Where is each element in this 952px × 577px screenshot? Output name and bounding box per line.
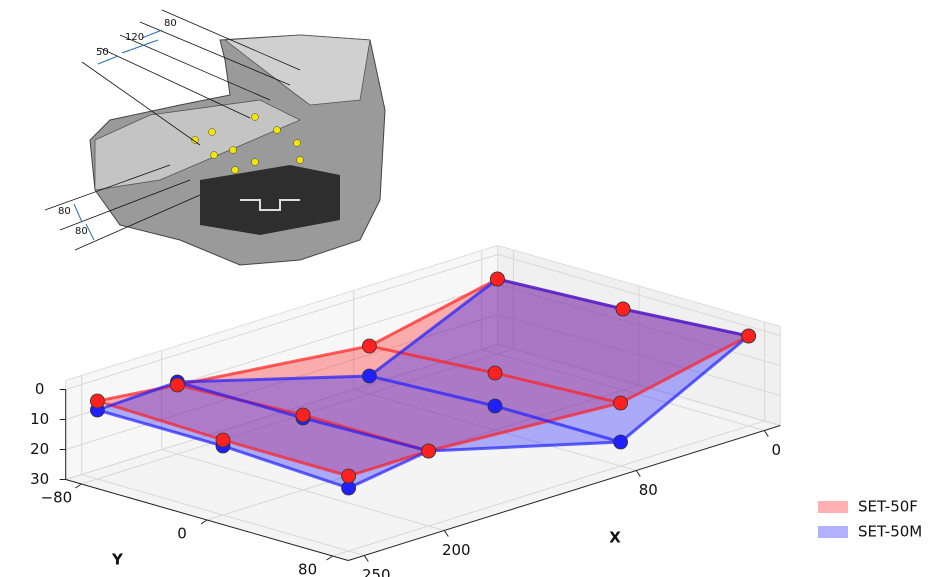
x-tick [636, 471, 640, 477]
y-tick [75, 484, 81, 488]
legend-swatch [818, 501, 848, 513]
z-tick-label: 20 [30, 440, 49, 458]
data-point [296, 408, 310, 422]
x-tick [364, 556, 368, 562]
y-tick [327, 556, 333, 560]
x-tick [764, 431, 768, 437]
data-point [170, 378, 184, 392]
data-point [490, 272, 504, 286]
chart: 0 80 200 250 −80 0 80 0 10 20 30 X Y SET-50F SET-50M [30, 246, 922, 577]
data-point [342, 469, 356, 483]
legend-swatch [818, 526, 848, 538]
data-point [616, 302, 630, 316]
x-tick-label: 200 [442, 541, 471, 559]
legend-label: SET-50F [858, 498, 918, 516]
x-tick-label: 80 [639, 481, 658, 499]
y-tick-label: −80 [41, 489, 73, 507]
x-tick [444, 531, 448, 537]
z-tick-label: 10 [30, 410, 49, 428]
seat-figure: 50 120 80 80 80 [45, 10, 385, 265]
z-tick-label: 0 [35, 380, 45, 398]
data-point [362, 339, 376, 353]
dimension-label: 80 [58, 206, 71, 217]
data-point [90, 394, 104, 408]
data-point [614, 396, 628, 410]
dimension-label: 80 [164, 18, 177, 29]
data-point [742, 329, 756, 343]
dimension-label: 120 [125, 32, 144, 43]
data-point [488, 399, 502, 413]
data-point [216, 433, 230, 447]
data-point [614, 435, 628, 449]
y-tick [201, 520, 207, 524]
dimension-label: 80 [75, 226, 88, 237]
x-tick-label: 0 [772, 441, 782, 459]
z-tick-label: 30 [30, 470, 49, 488]
y-tick-label: 80 [298, 561, 317, 577]
x-tick-label: 250 [362, 566, 391, 577]
data-point [422, 444, 436, 458]
y-axis-label: Y [111, 551, 124, 569]
legend-label: SET-50M [858, 523, 922, 541]
y-tick-label: 0 [177, 525, 187, 543]
data-point [488, 366, 502, 380]
page: 50 120 80 80 80 0 80 200 250 −80 0 80 0 10 20 30 X Y… [0, 0, 952, 577]
data-point [362, 369, 376, 383]
x-axis-label: X [609, 529, 621, 547]
dimension-label: 50 [96, 47, 109, 58]
